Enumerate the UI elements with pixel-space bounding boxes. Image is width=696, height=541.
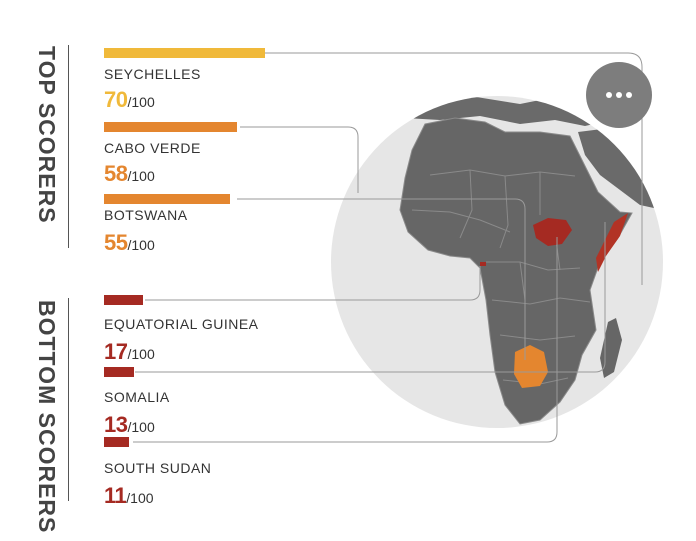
score-value: 17/100 [104, 341, 155, 363]
more-options-button[interactable] [586, 62, 652, 128]
score-bar [104, 194, 230, 204]
country-name: SOMALIA [104, 389, 170, 405]
score-denominator: /100 [127, 94, 155, 110]
score-bar [104, 48, 265, 58]
south-sudan-highlight [533, 218, 572, 246]
score-number: 58 [104, 161, 128, 186]
top-scorers-divider [68, 45, 69, 248]
somalia-highlight [596, 213, 628, 272]
score-denominator: /100 [127, 168, 155, 184]
score-denominator: /100 [126, 490, 154, 506]
score-bar [104, 122, 237, 132]
country-name: SOUTH SUDAN [104, 460, 212, 476]
score-value: 58/100 [104, 163, 155, 185]
score-bar [104, 437, 129, 447]
leader-line [133, 237, 558, 443]
more-horizontal-icon [604, 92, 634, 98]
score-bar [104, 367, 134, 377]
score-number: 13 [104, 412, 128, 437]
score-denominator: /100 [127, 346, 155, 362]
country-name: EQUATORIAL GUINEA [104, 316, 259, 332]
score-value: 11/100 [104, 485, 154, 507]
score-value: 13/100 [104, 414, 155, 436]
score-number: 70 [104, 87, 128, 112]
score-value: 55/100 [104, 232, 155, 254]
leader-line [264, 52, 643, 285]
botswana-highlight [514, 345, 548, 388]
score-bar [104, 295, 143, 305]
leader-line [237, 198, 526, 360]
africa-landmass [399, 117, 633, 425]
score-value: 70/100 [104, 89, 155, 111]
country-name: CABO VERDE [104, 140, 201, 156]
score-number: 55 [104, 230, 128, 255]
score-denominator: /100 [127, 237, 155, 253]
leader-line [145, 266, 481, 301]
madagascar-landmass [600, 318, 622, 378]
bottom-scorers-divider [68, 298, 69, 501]
country-name: BOTSWANA [104, 207, 188, 223]
score-denominator: /100 [127, 419, 155, 435]
leader-line [240, 126, 359, 193]
score-number: 17 [104, 339, 128, 364]
score-number: 11 [104, 483, 127, 508]
leader-line [135, 222, 606, 373]
country-name: SEYCHELLES [104, 66, 201, 82]
equatorial-guinea-highlight [480, 262, 486, 266]
